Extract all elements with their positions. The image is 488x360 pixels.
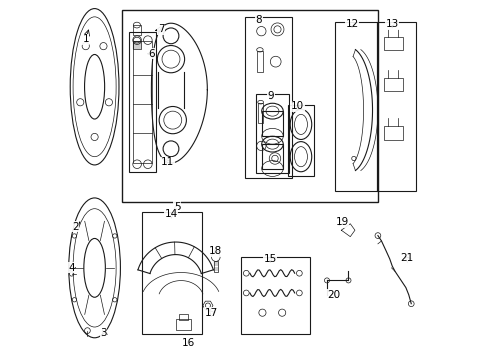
Bar: [257, 103, 263, 123]
Text: 9: 9: [267, 91, 274, 101]
Text: 2: 2: [72, 222, 79, 231]
Text: 8: 8: [255, 15, 262, 25]
Text: 16: 16: [182, 338, 195, 348]
Bar: [175, 319, 191, 330]
Text: 5: 5: [173, 202, 180, 212]
Bar: [244, 17, 291, 178]
Text: 15: 15: [263, 254, 276, 264]
Bar: [142, 212, 202, 334]
Text: 12: 12: [345, 19, 358, 29]
Bar: [214, 261, 217, 272]
Text: 18: 18: [209, 246, 222, 256]
Text: 20: 20: [326, 290, 339, 300]
Bar: [376, 22, 415, 191]
Text: 14: 14: [164, 210, 178, 220]
Text: 21: 21: [399, 253, 412, 263]
Text: 4: 4: [68, 263, 75, 273]
Bar: [129, 32, 156, 172]
Text: 17: 17: [204, 308, 218, 318]
Bar: [132, 41, 152, 163]
Text: 10: 10: [290, 102, 304, 112]
Text: 7: 7: [158, 24, 164, 35]
Text: 13: 13: [385, 19, 398, 29]
Text: 19: 19: [335, 217, 348, 227]
Bar: [133, 41, 140, 49]
Bar: [256, 51, 263, 72]
Bar: [261, 144, 283, 168]
Bar: [241, 257, 309, 334]
Bar: [261, 111, 283, 136]
Bar: [287, 105, 314, 176]
Bar: [133, 26, 140, 36]
Bar: [179, 315, 187, 320]
Bar: [383, 37, 403, 50]
Bar: [383, 126, 403, 140]
Text: 1: 1: [82, 35, 89, 44]
Bar: [334, 22, 376, 191]
Text: 11: 11: [161, 157, 174, 167]
Bar: [256, 94, 288, 173]
Text: 3: 3: [100, 328, 107, 338]
Bar: [383, 78, 403, 91]
Text: 6: 6: [148, 49, 154, 59]
Bar: [122, 10, 378, 202]
